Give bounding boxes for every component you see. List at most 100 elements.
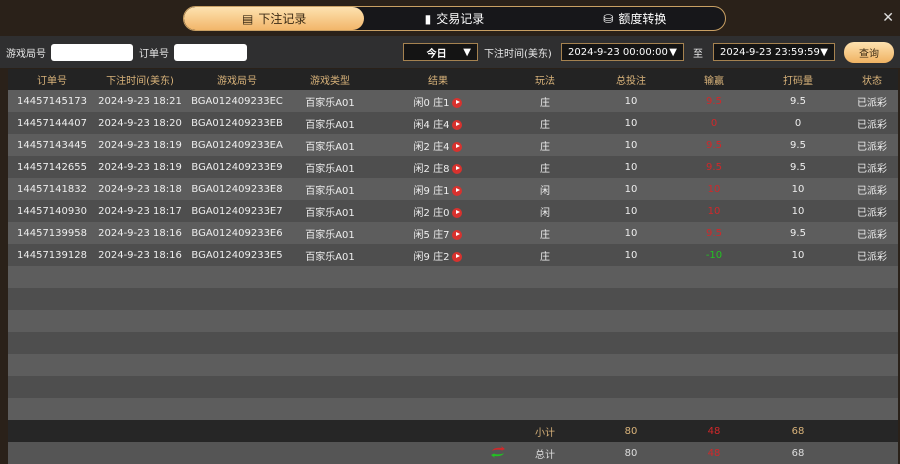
cell: 庄 xyxy=(506,156,584,178)
cell: 闲9 庄1 xyxy=(370,178,506,200)
cell-value: 已派彩 xyxy=(857,141,887,153)
cell-value: 2024-9-23 18:16 xyxy=(98,249,182,261)
cell-value: 10 xyxy=(791,205,805,217)
play-video-icon[interactable] xyxy=(452,207,463,218)
cell-value: 9.5 xyxy=(706,139,722,151)
play-video-icon[interactable] xyxy=(452,119,463,130)
cell: BGA012409233E7 xyxy=(184,200,290,222)
play-video-icon[interactable] xyxy=(452,229,463,240)
total-label: 总计 xyxy=(535,449,555,461)
empty-cell xyxy=(584,376,678,398)
empty-row xyxy=(8,376,898,398)
table-row[interactable]: 14457139128 2024-9-23 18:16 BGA012409233E5… xyxy=(8,244,898,266)
total-row: 总计 80 48 68 xyxy=(8,442,898,464)
table-row[interactable]: 14457143445 2024-9-23 18:19 BGA012409233EA… xyxy=(8,134,898,156)
empty-cell xyxy=(370,332,506,354)
cell-value: BGA012409233E5 xyxy=(191,249,283,261)
empty-cell xyxy=(846,288,898,310)
cell: 百家乐A01 xyxy=(290,90,370,112)
query-button[interactable]: 查询 xyxy=(844,42,894,63)
play-video-icon[interactable] xyxy=(452,163,463,174)
range-select[interactable]: 今日 ▼ xyxy=(403,43,478,61)
cell-value: 闲9 庄1 xyxy=(413,185,450,197)
cell: 庄 xyxy=(506,134,584,156)
tab-credit-transfer[interactable]: ⛁ 额度转换 xyxy=(603,11,667,27)
play-video-icon[interactable] xyxy=(452,97,463,108)
empty-row xyxy=(8,266,898,288)
cell-value: 10 xyxy=(624,95,638,107)
cell: BGA012409233E5 xyxy=(184,244,290,266)
cell: 2024-9-23 18:21 xyxy=(96,90,184,112)
cell-value: 10 xyxy=(624,183,638,195)
cell: 9.5 xyxy=(750,222,846,244)
empty-cell xyxy=(370,398,506,420)
cell: 闲 xyxy=(506,200,584,222)
play-video-icon[interactable] xyxy=(452,185,463,196)
empty-cell xyxy=(846,354,898,376)
cell: 9.5 xyxy=(678,156,750,178)
refresh-icon[interactable] xyxy=(490,445,506,462)
cell: 10 xyxy=(584,178,678,200)
cell: 14457141832 xyxy=(8,178,96,200)
cell: 0 xyxy=(750,112,846,134)
cell: 总计 xyxy=(506,442,584,464)
total-bet: 80 xyxy=(624,447,638,459)
table-row[interactable]: 14457141832 2024-9-23 18:18 BGA012409233E8… xyxy=(8,178,898,200)
cell: 14457143445 xyxy=(8,134,96,156)
empty-cell xyxy=(584,288,678,310)
play-video-icon[interactable] xyxy=(452,251,463,262)
cell: 10 xyxy=(584,200,678,222)
cell: 2024-9-23 18:19 xyxy=(96,134,184,156)
cell: 14457144407 xyxy=(8,112,96,134)
cell: 80 xyxy=(584,420,678,442)
cell: 闲0 庄1 xyxy=(370,90,506,112)
cell-value: 10 xyxy=(624,161,638,173)
cell: 已派彩 xyxy=(846,200,898,222)
cell-value: 0 xyxy=(710,117,718,129)
cell-value: 9.5 xyxy=(790,139,806,151)
empty-cell xyxy=(678,398,750,420)
empty-cell xyxy=(750,310,846,332)
chevron-down-icon: ▼ xyxy=(820,46,828,58)
bet-table: 订单号 下注时间(美东) 游戏局号 游戏类型 结果 玩法 总投注 输赢 打码量 状态 144571… xyxy=(8,69,898,464)
cell xyxy=(96,420,184,442)
cell-value: BGA012409233EB xyxy=(191,117,283,129)
tab-bet-record[interactable]: ▤ 下注记录 xyxy=(184,7,365,30)
cell: 2024-9-23 18:20 xyxy=(96,112,184,134)
table-row[interactable]: 14457142655 2024-9-23 18:19 BGA012409233E9… xyxy=(8,156,898,178)
cell: 闲5 庄7 xyxy=(370,222,506,244)
table-row[interactable]: 14457140930 2024-9-23 18:17 BGA012409233E7… xyxy=(8,200,898,222)
cell-value: 庄 xyxy=(540,97,550,109)
empty-cell xyxy=(678,354,750,376)
empty-cell xyxy=(184,288,290,310)
cell-value: 已派彩 xyxy=(857,97,887,109)
cell-value: 闲0 庄1 xyxy=(413,97,450,109)
cell: 庄 xyxy=(506,244,584,266)
empty-cell xyxy=(290,266,370,288)
game-no-input[interactable] xyxy=(51,43,133,61)
empty-cell xyxy=(96,332,184,354)
cell-value: 闲2 庄8 xyxy=(413,163,450,175)
table-row[interactable]: 14457144407 2024-9-23 18:20 BGA012409233EB… xyxy=(8,112,898,134)
column-header: 输赢 xyxy=(678,69,750,90)
empty-cell xyxy=(8,376,96,398)
cell-value: 庄 xyxy=(540,251,550,263)
table-row[interactable]: 14457145173 2024-9-23 18:21 BGA012409233EC… xyxy=(8,90,898,112)
cell: 2024-9-23 18:19 xyxy=(96,156,184,178)
empty-cell xyxy=(8,266,96,288)
column-header: 游戏类型 xyxy=(290,69,370,90)
cell xyxy=(290,420,370,442)
tab-transaction-record[interactable]: ▮ 交易记录 xyxy=(424,11,485,27)
end-time-select[interactable]: 2024-9-23 23:59:59 ▼ xyxy=(713,43,835,61)
cell-value: 闲2 庄4 xyxy=(413,141,450,153)
cell: 9.5 xyxy=(750,134,846,156)
play-video-icon[interactable] xyxy=(452,141,463,152)
cell: 已派彩 xyxy=(846,244,898,266)
empty-cell xyxy=(506,310,584,332)
close-icon[interactable]: ✕ xyxy=(882,10,894,26)
order-no-input[interactable] xyxy=(174,43,247,61)
table-row[interactable]: 14457139958 2024-9-23 18:16 BGA012409233E6… xyxy=(8,222,898,244)
start-time-select[interactable]: 2024-9-23 00:00:00 ▼ xyxy=(561,43,684,61)
cell-value: -10 xyxy=(705,249,723,261)
total-turnover: 68 xyxy=(791,447,805,459)
